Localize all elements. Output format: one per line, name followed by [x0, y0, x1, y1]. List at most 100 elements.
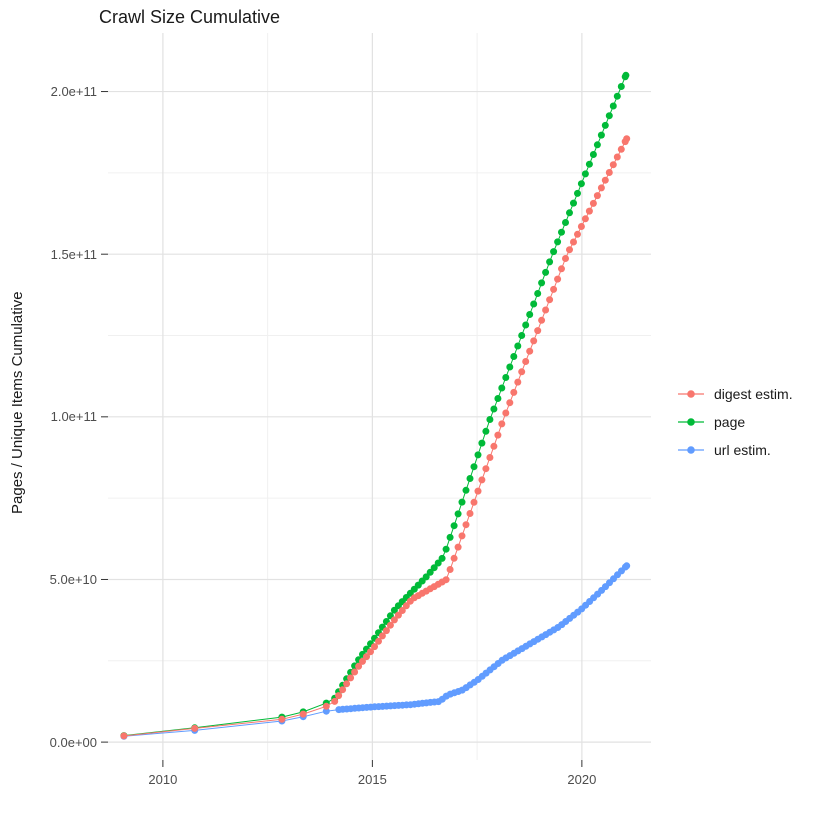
data-point — [434, 559, 442, 567]
y-tick-label: 1.0e+11 — [50, 409, 97, 425]
y-tick-label: 2.0e+11 — [50, 84, 97, 100]
data-point — [398, 607, 406, 614]
y-axis-title: Pages / Unique Items Cumulative — [9, 291, 26, 514]
data-point — [506, 363, 514, 371]
data-point — [605, 112, 613, 120]
data-point — [470, 463, 478, 471]
series-line — [123, 565, 628, 737]
data-point — [558, 265, 565, 273]
data-point — [522, 358, 530, 365]
legend-item-url: url estim. — [676, 436, 793, 464]
data-point — [617, 83, 625, 90]
data-point — [490, 442, 498, 450]
data-point — [454, 510, 462, 518]
data-point — [605, 169, 613, 176]
data-point — [450, 522, 458, 530]
data-point — [514, 342, 522, 350]
legend-key-dot — [687, 418, 695, 426]
series-digest-estim — [120, 135, 631, 740]
data-point — [278, 715, 286, 723]
data-point — [478, 439, 486, 447]
data-point — [482, 465, 490, 473]
data-point — [562, 255, 569, 262]
data-point — [510, 353, 518, 360]
data-point — [430, 564, 438, 572]
data-point — [462, 486, 470, 494]
legend-key-dot — [687, 390, 695, 398]
data-point — [593, 192, 601, 200]
data-point — [486, 416, 494, 423]
data-point — [498, 384, 506, 392]
data-point — [574, 230, 581, 238]
legend-item-digest: digest estim. — [676, 380, 793, 408]
data-point — [299, 710, 307, 718]
data-point — [554, 275, 562, 283]
data-point — [534, 290, 542, 297]
series-page — [120, 71, 630, 740]
x-tick-label: 2010 — [148, 772, 178, 787]
data-point — [474, 451, 482, 459]
data-point — [351, 668, 359, 676]
legend-label-page: page — [714, 414, 746, 430]
data-point — [585, 207, 593, 215]
data-point — [566, 209, 573, 217]
data-point — [581, 170, 589, 178]
data-point — [438, 554, 446, 562]
data-point — [478, 476, 486, 484]
chart-title: Crawl Size Cumulative — [99, 7, 281, 27]
data-point — [347, 674, 355, 682]
data-point — [609, 102, 617, 110]
data-point — [546, 296, 554, 304]
data-point — [120, 732, 128, 740]
data-point — [474, 487, 482, 495]
data-point — [617, 145, 625, 153]
data-point — [359, 657, 366, 665]
data-point — [558, 228, 565, 236]
legend-item-page: page — [676, 408, 793, 436]
data-point — [581, 215, 589, 223]
data-point — [386, 621, 394, 629]
data-point — [382, 627, 390, 635]
data-point — [593, 141, 601, 149]
data-point — [446, 566, 454, 573]
data-point — [375, 637, 382, 645]
data-point — [355, 662, 363, 670]
data-point — [518, 368, 526, 376]
data-point — [522, 321, 530, 329]
data-point — [462, 521, 470, 529]
data-point — [538, 316, 546, 324]
data-point — [454, 543, 462, 551]
data-point — [534, 327, 542, 335]
data-point — [589, 151, 597, 158]
legend-key-page-icon — [678, 418, 704, 426]
data-point — [589, 199, 597, 207]
data-point — [622, 71, 630, 79]
data-point — [502, 409, 510, 417]
data-point — [506, 399, 514, 407]
data-point — [322, 702, 330, 710]
data-point — [442, 545, 450, 553]
data-point — [566, 246, 573, 254]
data-point — [570, 199, 577, 207]
data-point — [470, 498, 478, 506]
y-tick-label: 5.0e+10 — [49, 571, 97, 587]
legend-key-url-icon — [678, 446, 704, 454]
data-point — [422, 573, 430, 581]
data-point — [490, 405, 498, 413]
data-point — [482, 427, 490, 435]
data-point — [322, 707, 330, 715]
data-point — [486, 454, 494, 461]
data-point — [394, 611, 402, 619]
data-point — [367, 648, 374, 656]
data-point — [570, 238, 577, 246]
data-point — [514, 378, 522, 386]
data-point — [191, 724, 199, 732]
data-point — [343, 680, 351, 688]
legend: digest estim. page url estim. — [676, 380, 793, 464]
data-point — [450, 554, 458, 562]
data-point — [585, 160, 593, 168]
data-point — [526, 347, 534, 355]
data-point — [574, 189, 581, 197]
data-point — [494, 395, 502, 402]
